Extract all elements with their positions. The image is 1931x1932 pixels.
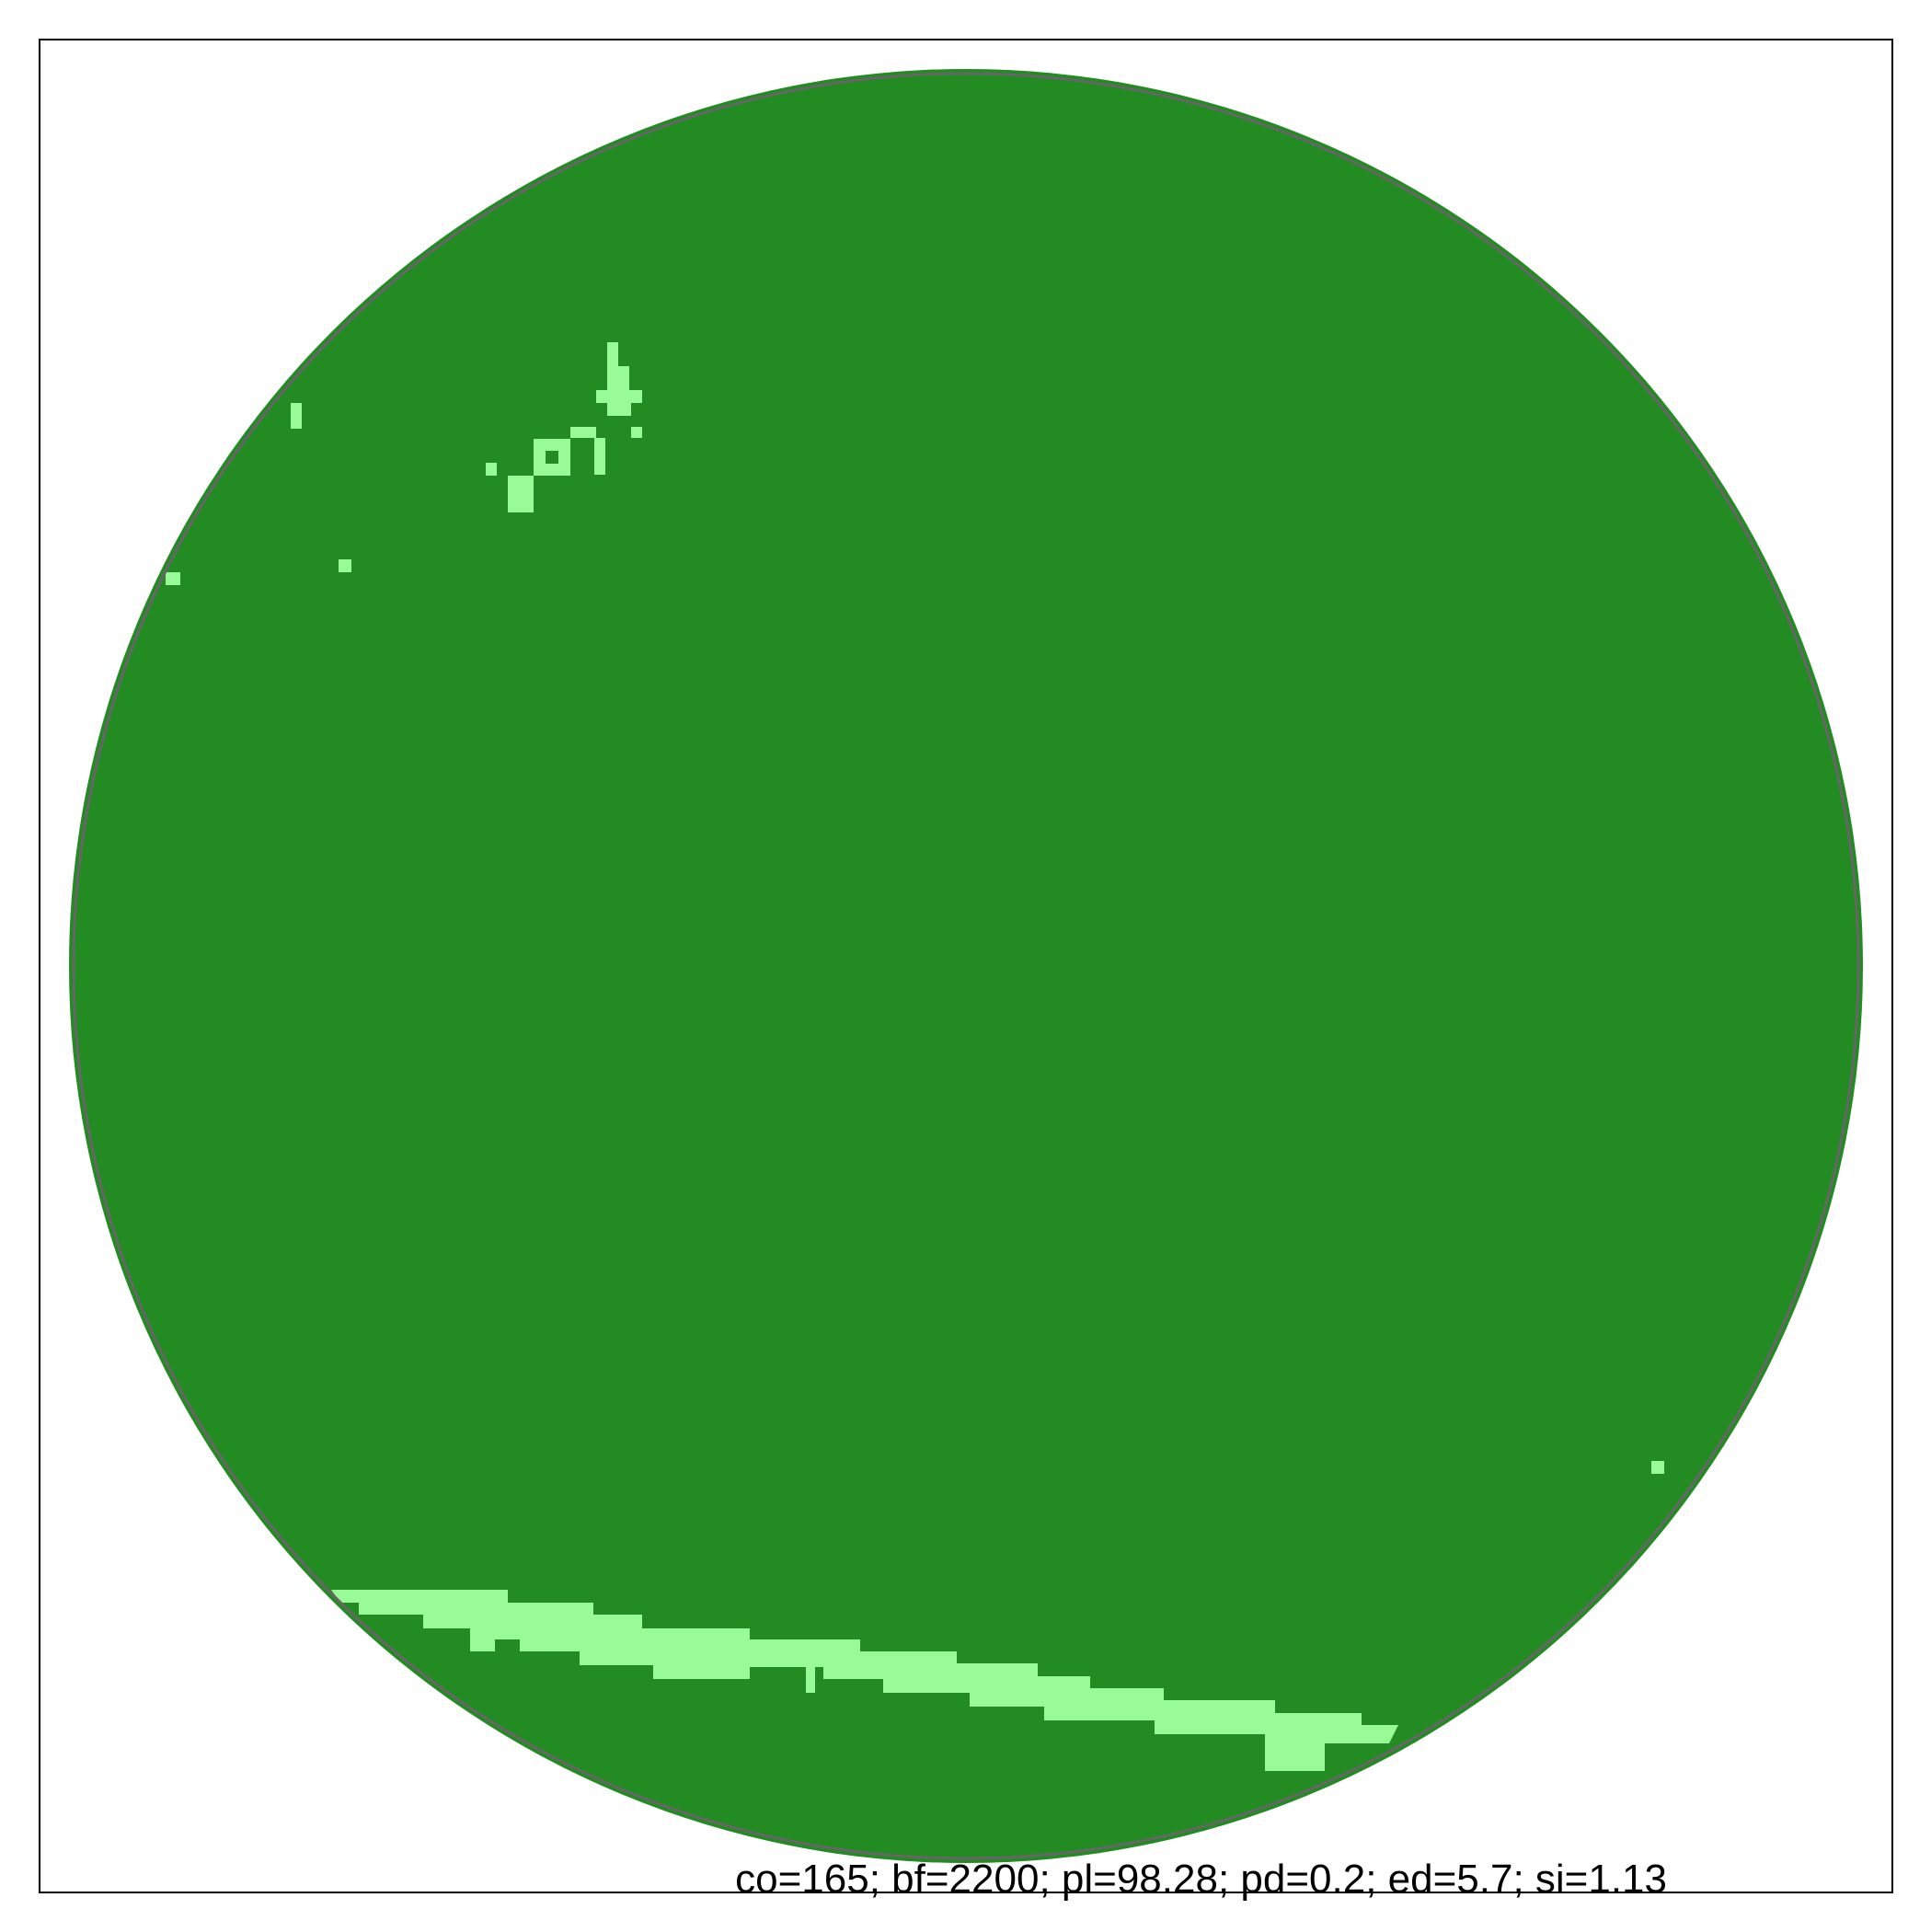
minor-patch bbox=[631, 427, 642, 438]
enclosed-cell bbox=[546, 451, 558, 464]
minor-patch bbox=[291, 403, 302, 429]
metrics-caption: co=165; bf=2200; pl=98.28; pd=0.2; ed=5.… bbox=[735, 1857, 1667, 1902]
minor-patch-band bbox=[331, 1590, 1398, 1771]
minor-patch bbox=[508, 476, 534, 512]
sample-disc bbox=[69, 69, 1863, 1863]
minor-patch bbox=[570, 427, 596, 438]
disc-fill bbox=[69, 69, 1863, 1863]
plot-frame bbox=[39, 39, 1893, 1893]
minor-patch bbox=[166, 572, 180, 585]
minor-patch bbox=[596, 390, 642, 403]
minor-patch bbox=[486, 463, 497, 476]
minor-patch bbox=[1651, 1461, 1664, 1474]
minor-patch bbox=[594, 438, 605, 475]
minor-patch bbox=[607, 342, 618, 399]
minor-patch bbox=[339, 559, 351, 572]
minor-patch bbox=[607, 403, 631, 416]
disc-outline bbox=[72, 72, 1860, 1860]
